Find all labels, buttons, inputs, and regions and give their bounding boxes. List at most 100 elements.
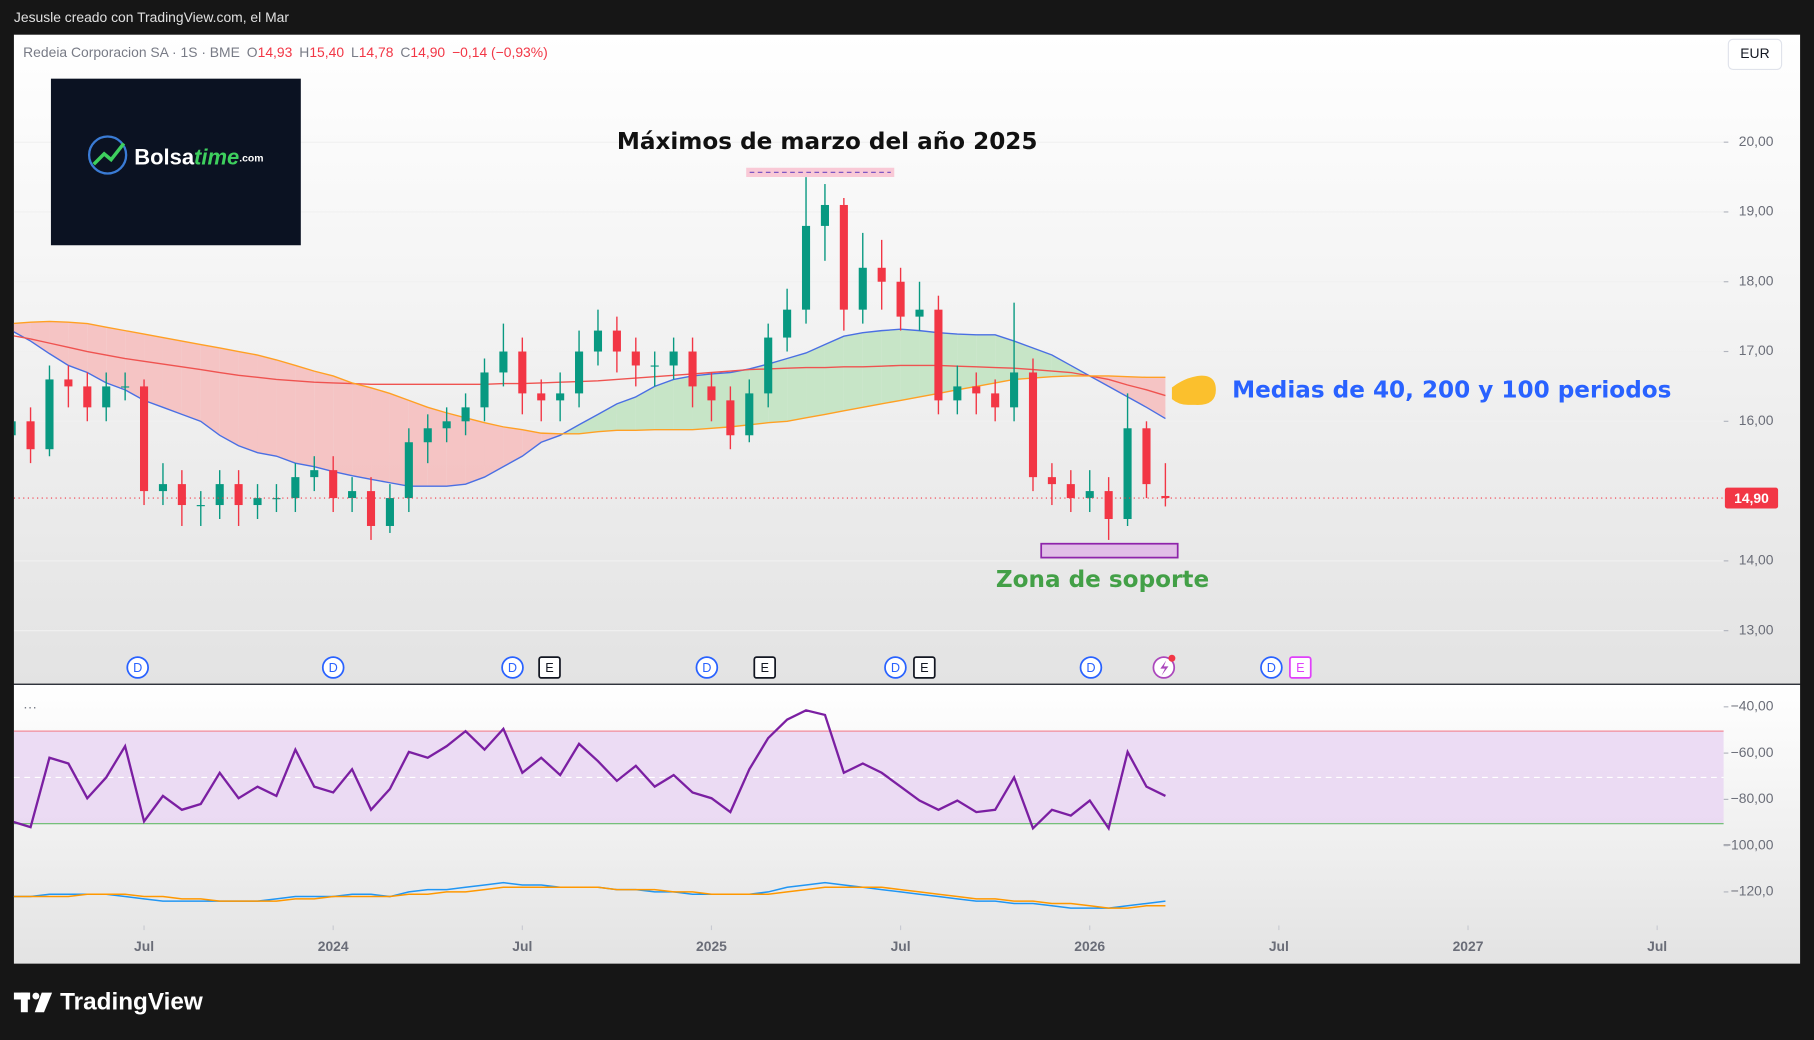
ma-fill xyxy=(68,322,88,373)
candle-body xyxy=(272,498,281,500)
candle-body xyxy=(215,484,224,506)
ma-fill xyxy=(389,393,409,487)
candle-body xyxy=(764,337,773,394)
candle-body xyxy=(348,491,357,499)
ma-fill xyxy=(465,417,485,485)
ma-fill xyxy=(654,379,674,430)
candle-body xyxy=(234,484,243,506)
event-label: E xyxy=(1296,660,1304,675)
ma-fill xyxy=(427,407,447,487)
ma-fill xyxy=(106,327,126,390)
annotation: Medias de 40, 200 y 100 periodos xyxy=(1232,378,1671,404)
y-tick-label: −120,0 xyxy=(1731,883,1774,899)
ma-fill xyxy=(522,429,542,457)
candle-body xyxy=(499,351,508,373)
candle-body xyxy=(196,505,205,507)
candle-body xyxy=(1028,372,1038,478)
annotation: Zona de soporte xyxy=(996,567,1209,593)
ma-fill xyxy=(1146,377,1166,419)
event-icon xyxy=(1160,660,1169,676)
candle-body xyxy=(726,400,735,436)
logo-accent: time xyxy=(194,144,239,169)
ma-fill xyxy=(692,373,712,430)
price-plot xyxy=(13,141,1724,632)
event-badge xyxy=(321,656,345,679)
tv-mark xyxy=(20,992,28,1013)
ma-fill xyxy=(597,403,617,432)
candle-body xyxy=(877,267,886,282)
y-tick-label: 19,00 xyxy=(1739,203,1774,219)
ma-fill xyxy=(503,426,523,467)
indicator-menu[interactable]: ··· xyxy=(23,699,37,715)
ma-fill xyxy=(957,334,977,390)
ma-fill xyxy=(125,330,145,401)
event-label: E xyxy=(760,660,768,675)
candle-body xyxy=(688,351,697,387)
candle-body xyxy=(310,470,319,478)
event-label: E xyxy=(545,660,553,675)
logo: Bolsatime.com xyxy=(50,78,301,246)
candle-body xyxy=(26,421,35,450)
candle-body xyxy=(820,204,829,226)
last-price-label: 14,90 xyxy=(1734,490,1769,506)
ma-fill xyxy=(862,330,882,408)
ma-fill xyxy=(144,334,163,408)
event-label: D xyxy=(702,660,711,675)
y-tick-label: 13,00 xyxy=(1739,621,1774,637)
candle-body xyxy=(934,309,943,401)
ma-fill xyxy=(219,348,239,446)
candle-body xyxy=(366,491,376,526)
x-tick-label: Jul xyxy=(891,938,911,954)
support-zone xyxy=(1040,542,1179,559)
y-tick-label: −80,00 xyxy=(1731,790,1774,806)
pointer-hand xyxy=(1171,375,1216,405)
symbol: Redeia Corporacion SA · 1S · BME xyxy=(23,44,240,60)
candle-body xyxy=(158,484,168,492)
annotation: Máximos de marzo del año 2025 xyxy=(617,129,1038,155)
event-label: E xyxy=(920,660,928,675)
ma-fill xyxy=(579,414,598,434)
candle-body xyxy=(385,498,394,526)
ma-fill xyxy=(1127,376,1147,408)
legend: Redeia Corporacion SA · 1S · BME O14,93 H1… xyxy=(23,44,548,60)
candle-body xyxy=(1085,491,1094,499)
indicator-line xyxy=(13,886,1166,909)
candle-body xyxy=(253,498,262,506)
candle-body xyxy=(915,309,924,317)
l-label: L xyxy=(351,44,359,60)
candle-body xyxy=(537,393,546,401)
candle-body xyxy=(896,281,905,317)
candle-body xyxy=(858,267,867,310)
x-tick-label: 2026 xyxy=(1074,938,1105,954)
event-dot xyxy=(1168,654,1176,662)
candle-body xyxy=(45,379,54,450)
logo-icon xyxy=(87,135,128,175)
ma-fill xyxy=(162,337,182,415)
ma-fill xyxy=(200,344,220,436)
candle-body xyxy=(1104,491,1113,520)
event-label: D xyxy=(1267,660,1276,675)
currency[interactable]: EUR xyxy=(1740,45,1769,61)
ma-fill xyxy=(995,334,1015,383)
event-badge xyxy=(695,656,719,679)
currency-button[interactable] xyxy=(1727,38,1783,70)
candle-body xyxy=(669,351,678,366)
ma-fill xyxy=(257,355,277,457)
candle-body xyxy=(423,428,432,443)
candle-body xyxy=(783,309,792,338)
candle-body xyxy=(13,421,16,436)
y-tick-label: 18,00 xyxy=(1739,272,1774,288)
candle-body xyxy=(650,365,659,367)
ma-fill xyxy=(843,332,863,411)
candle-body xyxy=(707,386,716,401)
x-tick-label: 2024 xyxy=(318,938,349,954)
footer-logo: TradingView xyxy=(13,988,203,1015)
candle-body xyxy=(121,386,130,388)
candle-body xyxy=(972,386,981,394)
logo-text: Bolsatime.com xyxy=(134,144,263,169)
indicator-line xyxy=(13,709,1166,832)
event-label: D xyxy=(329,660,338,675)
candle-body xyxy=(1066,484,1075,499)
ma-fill xyxy=(371,387,390,483)
candle-body xyxy=(480,372,489,408)
